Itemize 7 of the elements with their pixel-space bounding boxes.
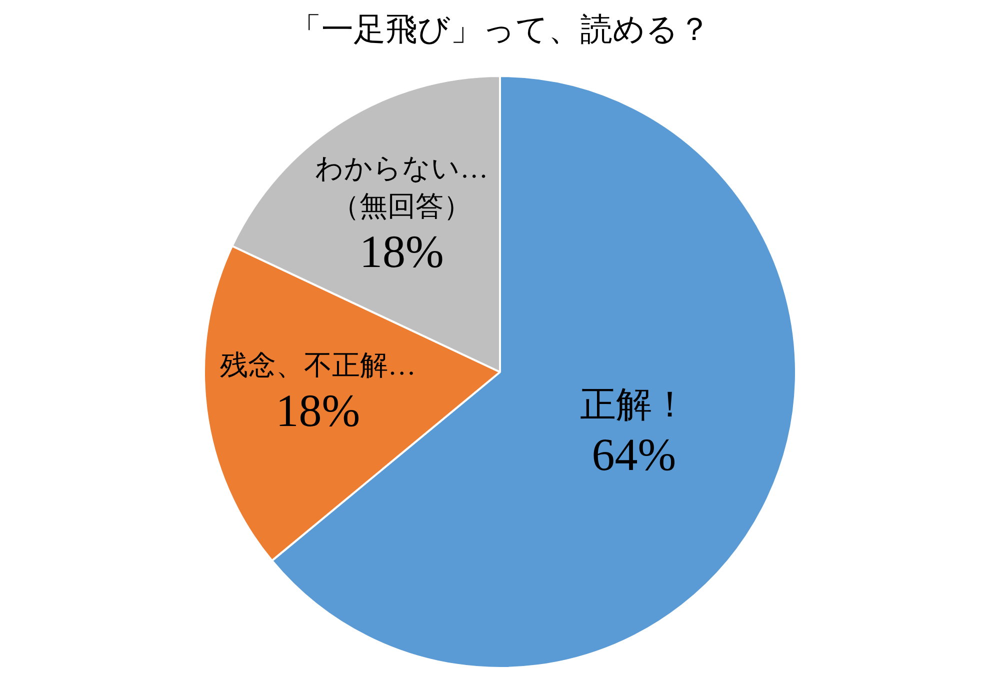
slice-label: わからない… （無回答） xyxy=(315,153,488,222)
data-label: 64% xyxy=(592,429,676,480)
slice-label: 残念、不正解… xyxy=(220,350,416,382)
chart-title: 「一足飛び」って、読める？ xyxy=(288,10,712,49)
slice-label: 正解！ xyxy=(580,384,688,424)
data-label: 18% xyxy=(360,226,444,278)
data-label: 18% xyxy=(276,385,360,436)
